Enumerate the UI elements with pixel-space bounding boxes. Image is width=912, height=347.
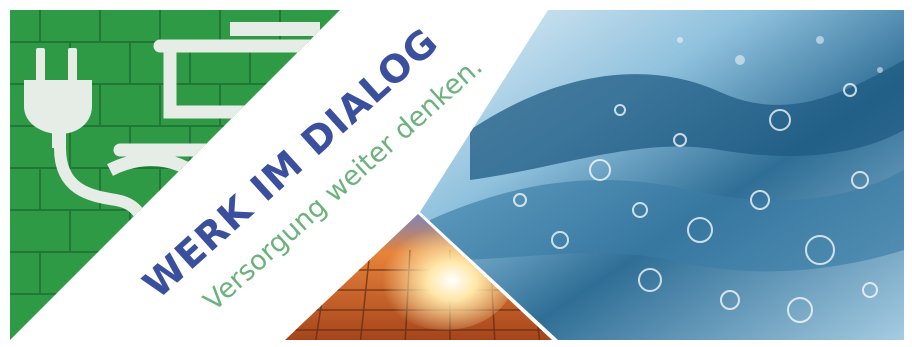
electric-plug-icon [24, 48, 92, 148]
water-splash-image [420, 10, 904, 340]
